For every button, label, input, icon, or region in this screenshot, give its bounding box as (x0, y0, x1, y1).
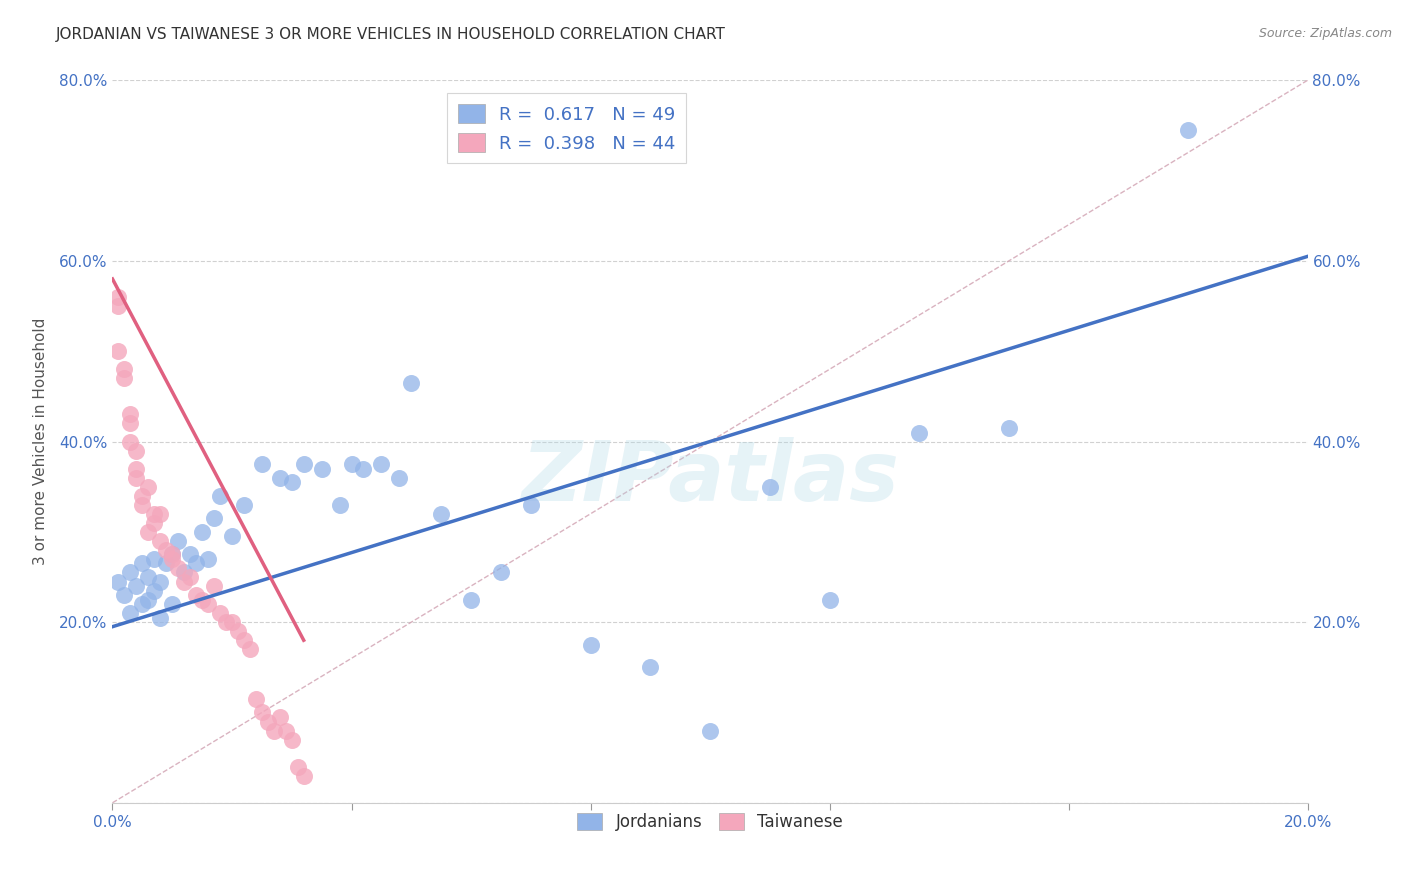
Point (1177, 123, 1199, 137)
Point (120, 566, 142, 580)
Point (209, 489, 232, 503)
Point (107, 574, 129, 589)
Point (353, 461, 375, 475)
Point (370, 457, 392, 471)
Y-axis label: 3 or more Vehicles in Household: 3 or more Vehicles in Household (32, 318, 48, 566)
Point (179, 570, 201, 584)
Point (107, 290, 129, 304)
Point (155, 542, 177, 557)
Point (209, 606, 232, 620)
Point (120, 417, 142, 431)
Point (460, 592, 482, 607)
Point (120, 408, 142, 422)
Point (186, 557, 208, 571)
Point (149, 610, 172, 624)
Point (131, 557, 153, 571)
Point (221, 529, 243, 543)
Point (125, 461, 148, 475)
Point (281, 732, 304, 747)
Point (908, 425, 931, 440)
Point (202, 579, 225, 593)
Point (191, 524, 214, 539)
Point (197, 552, 219, 566)
Point (640, 660, 662, 674)
Point (125, 579, 148, 593)
Point (520, 498, 543, 512)
Point (274, 723, 297, 738)
Point (245, 692, 267, 706)
Point (120, 434, 142, 449)
Point (155, 557, 177, 571)
Point (287, 760, 309, 774)
Text: Source: ZipAtlas.com: Source: ZipAtlas.com (1258, 27, 1392, 40)
Point (173, 574, 195, 589)
Point (131, 489, 153, 503)
Point (191, 592, 214, 607)
Point (269, 471, 291, 485)
Point (292, 769, 315, 783)
Point (311, 461, 333, 475)
Point (167, 561, 190, 575)
Point (250, 457, 273, 471)
Point (239, 642, 262, 657)
Point (401, 376, 423, 390)
Point (162, 548, 183, 562)
Point (138, 570, 160, 584)
Point (202, 511, 225, 525)
Point (162, 552, 183, 566)
Point (107, 344, 129, 359)
Point (221, 615, 243, 630)
Point (162, 548, 183, 562)
Point (233, 498, 256, 512)
Point (215, 615, 238, 630)
Point (329, 498, 352, 512)
Point (430, 507, 453, 521)
Text: ZIPatlas: ZIPatlas (522, 437, 898, 518)
Point (138, 592, 160, 607)
Point (998, 421, 1021, 435)
Legend: Jordanians, Taiwanese: Jordanians, Taiwanese (571, 806, 849, 838)
Point (818, 592, 841, 607)
Point (143, 583, 166, 598)
Point (125, 443, 148, 458)
Point (257, 714, 280, 729)
Point (138, 480, 160, 494)
Point (340, 457, 363, 471)
Point (269, 710, 291, 724)
Point (233, 633, 256, 648)
Point (489, 566, 512, 580)
Point (143, 516, 166, 530)
Point (125, 471, 148, 485)
Point (281, 475, 304, 490)
Point (292, 457, 315, 471)
Point (114, 371, 135, 385)
Point (120, 606, 142, 620)
Point (162, 597, 183, 611)
Point (143, 552, 166, 566)
Point (197, 597, 219, 611)
Point (179, 548, 201, 562)
Text: JORDANIAN VS TAIWANESE 3 OR MORE VEHICLES IN HOUSEHOLD CORRELATION CHART: JORDANIAN VS TAIWANESE 3 OR MORE VEHICLE… (56, 27, 725, 42)
Point (388, 471, 411, 485)
Point (131, 597, 153, 611)
Point (173, 566, 195, 580)
Point (226, 624, 249, 639)
Point (149, 533, 172, 548)
Point (138, 524, 160, 539)
Point (186, 588, 208, 602)
Point (263, 723, 285, 738)
Point (167, 533, 190, 548)
Point (131, 498, 153, 512)
Point (579, 638, 602, 652)
Point (149, 507, 172, 521)
Point (114, 362, 135, 376)
Point (699, 723, 721, 738)
Point (107, 299, 129, 313)
Point (143, 507, 166, 521)
Point (114, 588, 135, 602)
Point (759, 480, 782, 494)
Point (149, 574, 172, 589)
Point (250, 706, 273, 720)
